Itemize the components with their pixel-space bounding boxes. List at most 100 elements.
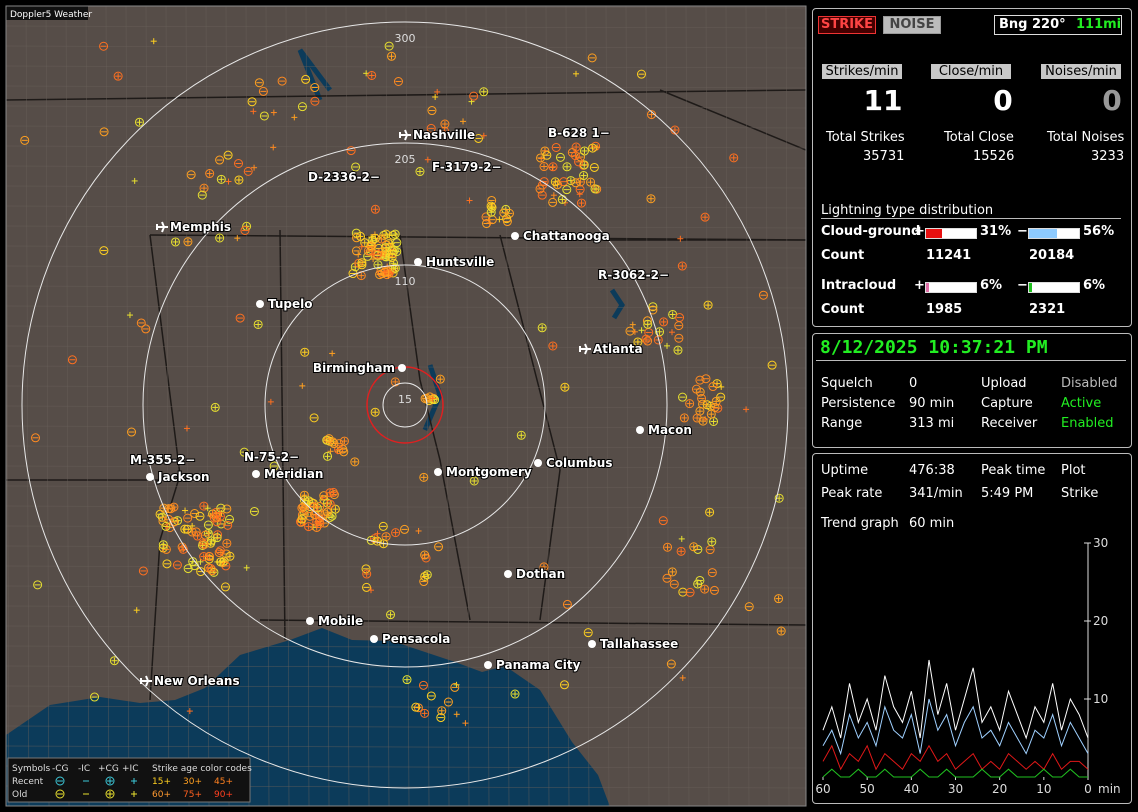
strike-symbol [701, 374, 711, 384]
strike-symbol [99, 246, 109, 256]
strike-symbol [705, 507, 715, 517]
strike-symbol [247, 97, 257, 107]
state-border [149, 234, 806, 241]
county-line [705, 6, 710, 806]
strike-symbol [109, 656, 119, 666]
strike-symbol [646, 194, 656, 204]
city-label: Tallahassee [600, 637, 678, 651]
strike-symbol [437, 706, 447, 716]
status-cell: 90 min [909, 396, 955, 411]
pct-bar [925, 282, 977, 293]
county-line [225, 6, 230, 806]
county-line [485, 6, 490, 806]
county-line [6, 505, 806, 509]
strike-symbol [328, 487, 338, 497]
strike-symbol [320, 509, 330, 519]
noise-button[interactable]: NOISE [883, 16, 941, 34]
strike-symbol [259, 111, 269, 121]
count-label: Count [821, 302, 865, 317]
airport-icon [156, 221, 168, 233]
strike-symbol [158, 540, 168, 550]
strike-symbol [269, 461, 279, 471]
strike-symbol [277, 76, 287, 86]
strike-symbol [215, 233, 225, 243]
strike-symbol [301, 74, 311, 84]
strike-symbol [351, 162, 361, 172]
strike-symbol [253, 319, 263, 329]
state-border [6, 89, 806, 101]
strike-symbol [579, 171, 589, 181]
county-line [205, 6, 210, 806]
strike-symbol [390, 263, 400, 273]
status-cell: Squelch [821, 376, 873, 391]
strike-symbol [159, 503, 169, 513]
map-title-box [6, 6, 88, 20]
pct-label: 6% [980, 278, 1003, 293]
legend-text: Strike age color codes [152, 764, 252, 774]
strike-symbol [758, 290, 768, 300]
strike-symbol [391, 528, 401, 538]
strike-symbol [402, 675, 412, 685]
strike-symbol [209, 567, 219, 577]
strike-symbol [535, 184, 545, 194]
county-line [165, 6, 170, 806]
strike-symbol [183, 513, 193, 523]
trend-panel [812, 453, 1132, 804]
strike-symbol [551, 142, 561, 152]
strike-symbol [322, 507, 332, 517]
strike-symbol [691, 384, 701, 394]
total-label: Total Noises [1047, 130, 1125, 145]
strike-symbol [362, 569, 372, 579]
county-line [6, 725, 806, 729]
state-border [259, 619, 806, 626]
sign: + [914, 224, 925, 239]
city-dot [370, 635, 378, 643]
strike-symbol [99, 41, 109, 51]
range-label: 205 [395, 153, 416, 166]
strike-symbol [196, 567, 206, 577]
strike-symbol [702, 400, 712, 410]
strike-symbol [33, 580, 43, 590]
strike-symbol [31, 433, 41, 443]
county-line [665, 6, 670, 806]
county-line [6, 245, 806, 249]
city-label: Birmingham [313, 361, 395, 375]
strike-symbol [215, 546, 225, 556]
strike-symbol [562, 599, 572, 609]
strike-symbol [373, 260, 383, 270]
strike-symbol [420, 708, 430, 718]
strike-symbol [113, 71, 123, 81]
pct-fill [926, 283, 929, 292]
legend: Symbols -CG -IC +CG +IC Strike age color code… [7, 757, 252, 803]
strike-symbol [678, 392, 688, 402]
county-line [305, 6, 310, 806]
strike-symbol [473, 133, 483, 143]
strike-symbol [450, 682, 460, 692]
pct-bar [925, 228, 977, 239]
y-tick-label: 30 [1093, 536, 1108, 550]
state-border [279, 229, 286, 641]
strike-symbol [706, 409, 716, 419]
strike-symbol [576, 198, 586, 208]
status-panel [812, 333, 1132, 448]
strike-symbol [200, 530, 210, 540]
strike-symbol [590, 184, 600, 194]
strike-symbol [356, 231, 366, 241]
strike-symbol [560, 382, 570, 392]
strike-symbol [323, 451, 333, 461]
strike-symbol [708, 382, 718, 392]
strike-symbol [562, 185, 572, 195]
strike-symbol [169, 517, 179, 527]
strike-symbol [422, 570, 432, 580]
county-line [65, 6, 70, 806]
strike-symbol [127, 427, 137, 437]
city-dot [414, 258, 422, 266]
status-cell: Range [821, 416, 863, 431]
strike-button[interactable]: STRIKE [818, 16, 876, 34]
strike-symbol [216, 557, 226, 567]
strike-symbol [380, 268, 390, 278]
strike-symbol [173, 516, 183, 526]
type-label: Cloud-ground [821, 224, 921, 239]
strike-symbol [487, 215, 497, 225]
strike-symbol [329, 439, 339, 449]
